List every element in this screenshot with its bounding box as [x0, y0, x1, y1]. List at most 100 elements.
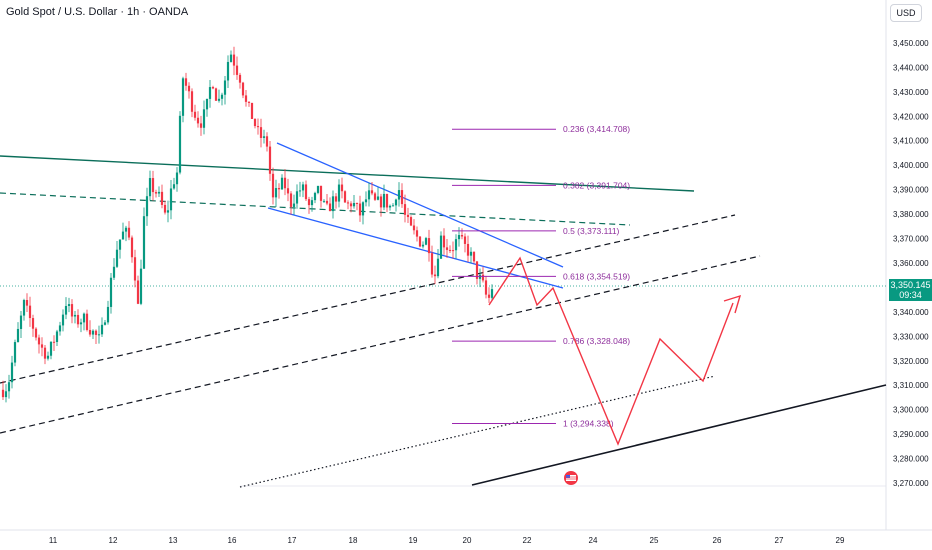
candle — [148, 170, 152, 201]
candle — [211, 85, 215, 90]
candle — [7, 374, 11, 399]
candle — [253, 118, 257, 129]
flag-icon[interactable] — [564, 471, 578, 485]
candle — [451, 241, 455, 259]
candle — [376, 187, 380, 201]
price-tick-label: 3,400.000 — [893, 161, 929, 170]
candle — [409, 215, 413, 227]
candle — [97, 325, 101, 344]
wedge-lower — [267, 207, 564, 289]
channel-upper-dashed — [0, 214, 736, 384]
candle — [352, 195, 356, 209]
candle — [463, 233, 467, 253]
candle — [271, 167, 275, 205]
candle — [268, 141, 272, 181]
candle — [181, 76, 185, 123]
time-tick-label: 25 — [650, 536, 659, 545]
price-tick-label: 3,300.000 — [893, 406, 929, 415]
candle — [49, 341, 53, 360]
time-axis[interactable]: 11 12 13 16 17 18 19 20 22 24 25 26 27 29 — [49, 536, 845, 545]
time-tick-label: 27 — [775, 536, 784, 545]
candle — [130, 235, 134, 263]
candle — [103, 319, 107, 326]
candle — [190, 88, 194, 118]
candle — [382, 184, 386, 211]
price-tick-label: 3,390.000 — [893, 186, 929, 195]
candle — [289, 191, 293, 215]
candle — [292, 194, 296, 215]
candle — [199, 115, 203, 136]
candle — [286, 178, 290, 202]
drawings — [0, 142, 887, 488]
price-tick-label: 3,290.000 — [893, 430, 929, 439]
candle — [340, 177, 344, 199]
candle — [346, 200, 350, 210]
candle — [448, 245, 452, 254]
candle — [139, 259, 143, 306]
candle — [58, 321, 62, 336]
candle — [88, 320, 92, 337]
candle — [118, 239, 122, 259]
candle — [73, 311, 77, 324]
currency-button[interactable]: USD — [890, 4, 922, 22]
candle — [238, 72, 242, 89]
candle — [19, 310, 23, 338]
candle — [334, 193, 338, 209]
candle — [424, 236, 428, 246]
candle — [328, 197, 332, 212]
candle — [436, 248, 440, 279]
candle — [349, 201, 353, 213]
projection-arrowhead — [723, 294, 742, 314]
price-tick-label: 3,370.000 — [893, 235, 929, 244]
candle — [244, 89, 248, 107]
price-axis[interactable]: 3,270.000 3,280.000 3,290.000 3,300.000 3,31… — [893, 39, 929, 488]
candle — [235, 56, 239, 80]
candle — [433, 265, 437, 284]
candle — [34, 327, 38, 341]
price-tick-label: 3,270.000 — [893, 479, 929, 488]
candle — [274, 179, 278, 208]
candle — [163, 200, 167, 215]
candle — [310, 196, 314, 212]
candle — [217, 89, 221, 103]
candle — [490, 284, 494, 301]
candle — [370, 181, 374, 196]
price-tick-label: 3,340.000 — [893, 308, 929, 317]
candle — [457, 227, 461, 247]
candle — [64, 297, 68, 320]
candle — [28, 296, 32, 327]
candle — [133, 249, 137, 288]
candle — [82, 312, 86, 331]
candle — [295, 184, 299, 209]
candle — [469, 247, 473, 264]
candle — [154, 189, 158, 198]
candle — [43, 345, 47, 365]
candle — [4, 384, 8, 403]
candle — [223, 76, 227, 105]
candle — [403, 194, 407, 223]
candle — [487, 287, 491, 303]
candle — [418, 235, 422, 248]
candle — [46, 351, 50, 361]
candle — [412, 219, 416, 235]
candle — [406, 207, 410, 223]
time-tick-label: 26 — [713, 536, 722, 545]
candle — [25, 293, 29, 312]
time-tick-label: 12 — [109, 536, 118, 545]
candle — [55, 329, 59, 346]
candle — [394, 198, 398, 212]
candle — [442, 228, 446, 255]
support-line — [471, 384, 887, 486]
projection-path — [488, 256, 734, 446]
candle — [124, 225, 128, 242]
trend-line-dashed — [0, 192, 631, 226]
candle — [472, 251, 476, 264]
candle — [445, 238, 449, 258]
candle — [16, 322, 20, 343]
candle — [301, 181, 305, 198]
time-tick-label: 20 — [463, 536, 472, 545]
candle — [151, 170, 155, 201]
candle — [325, 194, 329, 206]
candle — [307, 196, 311, 214]
